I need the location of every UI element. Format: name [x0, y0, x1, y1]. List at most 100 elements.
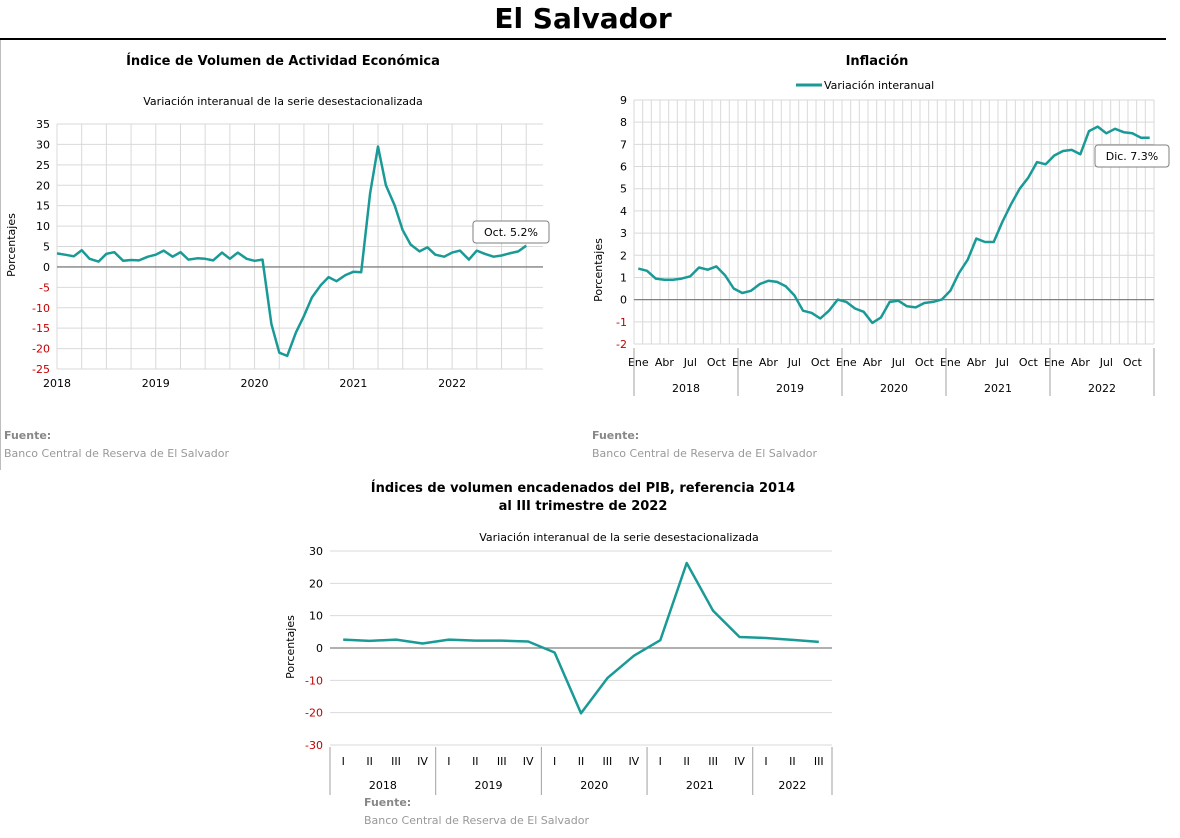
chart3-point	[580, 712, 582, 714]
chart1-point	[476, 250, 478, 252]
chart3-point	[369, 640, 371, 642]
chart2-y-tick-label: -2	[616, 338, 627, 351]
chart2-point	[707, 269, 709, 271]
chart1-point	[369, 192, 371, 194]
chart1-point	[484, 253, 486, 255]
chart2-point	[1001, 221, 1003, 223]
chart1-x-tick-label: 2022	[438, 377, 466, 390]
gdp-volume-chart: Índices de volumen encadenados del PIB, …	[284, 480, 833, 795]
chart2-point	[897, 300, 899, 302]
chart3-point	[448, 639, 450, 641]
chart3-subtitle: Variación interanual de la serie desesta…	[479, 531, 758, 544]
chart1-point	[468, 259, 470, 261]
chart2-point	[837, 299, 839, 301]
chart1-point	[254, 260, 256, 262]
chart2-month-tick-label: Abr	[759, 356, 779, 369]
chart1-point	[493, 256, 495, 258]
chart2-point	[1027, 177, 1029, 179]
chart1-point	[410, 243, 412, 245]
chart2-point	[915, 306, 917, 308]
chart1-point	[320, 284, 322, 286]
chart1-point	[517, 250, 519, 252]
chart1-point	[385, 184, 387, 186]
chart1-point	[261, 259, 263, 261]
chart3-y-tick-label: -10	[305, 674, 323, 687]
source-note-1: Fuente: Banco Central de Reserva de El S…	[4, 427, 229, 463]
chart1-point	[113, 251, 115, 253]
chart2-month-tick-label: Abr	[863, 356, 883, 369]
chart3-year-label: 2018	[369, 779, 397, 792]
chart1-point	[426, 246, 428, 248]
chart1-subtitle: Variación interanual de la serie desesta…	[143, 95, 422, 108]
chart2-point	[1097, 126, 1099, 128]
chart3-point	[474, 640, 476, 642]
chart2-point	[724, 274, 726, 276]
chart2-point	[845, 301, 847, 303]
chart1-title: Índice de Volumen de Actividad Económica	[126, 53, 440, 69]
chart1-callout-text: Oct. 5.2%	[484, 226, 538, 239]
chart2-point	[871, 322, 873, 324]
chart3-point	[791, 639, 793, 641]
chart1-y-tick-label: -15	[32, 322, 50, 335]
chart3-point	[739, 636, 741, 638]
chart1-point	[352, 271, 354, 273]
chart2-point	[1114, 128, 1116, 130]
chart2-y-tick-label: 8	[620, 116, 627, 129]
chart2-point	[1071, 149, 1073, 151]
chart1-y-tick-label: 30	[36, 138, 50, 151]
chart2-point	[776, 281, 778, 283]
chart1-point	[286, 355, 288, 357]
chart2-month-tick-label: Ene	[836, 356, 857, 369]
chart2-month-tick-label: Oct	[915, 356, 935, 369]
chart3-quarter-tick-label: II	[472, 755, 479, 768]
source-text: Banco Central de Reserva de El Salvador	[4, 447, 230, 460]
chart1-point	[97, 261, 99, 263]
chart1-point	[221, 252, 223, 254]
chart1-y-tick-label: -25	[32, 363, 50, 376]
chart1-x-tick-label: 2021	[339, 377, 367, 390]
chart1-point	[402, 229, 404, 231]
chart2-point	[828, 310, 830, 312]
chart1-point	[419, 250, 421, 252]
source-label: Fuente:	[592, 429, 640, 442]
chart3-y-tick-label: 30	[309, 545, 323, 558]
chart2-point	[715, 265, 717, 267]
chart3-y-tick-label: 0	[316, 642, 323, 655]
panel-border	[0, 40, 1, 470]
chart1-point	[172, 256, 174, 258]
chart3-series-line	[343, 561, 819, 715]
chart3-quarter-tick-label: I	[447, 755, 450, 768]
chart3-point	[633, 655, 635, 657]
source-label: Fuente:	[364, 796, 412, 809]
chart1-callout: Oct. 5.2%	[472, 220, 550, 244]
chart1-point	[187, 259, 189, 261]
chart3-quarter-tick-label: II	[578, 755, 585, 768]
chart2-legend-label: Variación interanual	[824, 79, 934, 92]
chart2-year-label: 2021	[984, 382, 1012, 395]
chart1-point	[451, 252, 453, 254]
chart3-quarter-tick-label: II	[366, 755, 373, 768]
chart3-ylabel: Porcentajes	[284, 615, 297, 679]
chart2-point	[1105, 132, 1107, 134]
chart1-point	[303, 315, 305, 317]
source-text: Banco Central de Reserva de El Salvador	[364, 814, 590, 827]
chart2-point	[975, 238, 977, 240]
chart2-point	[785, 285, 787, 287]
chart2-point	[637, 268, 639, 270]
chart3-year-label: 2022	[778, 779, 806, 792]
chart1-point	[501, 254, 503, 256]
chart3-point	[342, 639, 344, 641]
chart2-point	[759, 283, 761, 285]
chart2-point	[932, 301, 934, 303]
chart1-point	[394, 205, 396, 207]
chart3-point	[712, 610, 714, 612]
chart2-callout-text: Dic. 7.3%	[1106, 150, 1159, 163]
chart1-series-line	[56, 145, 527, 358]
chart2-year-label: 2019	[776, 382, 804, 395]
chart2-month-tick-label: Oct	[1019, 356, 1039, 369]
chart2-month-tick-label: Jul	[995, 356, 1009, 369]
chart2-y-tick-label: 4	[620, 205, 627, 218]
chart1-point	[64, 254, 66, 256]
chart3-point	[421, 642, 423, 644]
chart3-quarter-tick-label: IV	[734, 755, 745, 768]
